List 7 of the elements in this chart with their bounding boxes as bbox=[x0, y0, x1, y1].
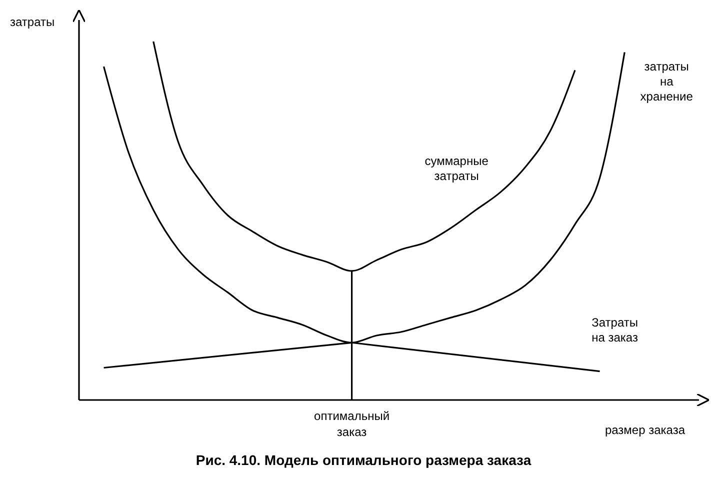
series-label: затраты на хранение bbox=[640, 59, 694, 104]
text: оптимальный заказ bbox=[314, 409, 390, 439]
text: Затраты на заказ bbox=[592, 315, 638, 344]
series-label: суммарные затраты bbox=[424, 154, 489, 184]
text: Рис. 4.10. Модель оптимального размера заказа bbox=[194, 452, 532, 468]
x-axis-title: размер заказа bbox=[604, 423, 686, 437]
y-axis-title: затраты bbox=[10, 15, 55, 29]
